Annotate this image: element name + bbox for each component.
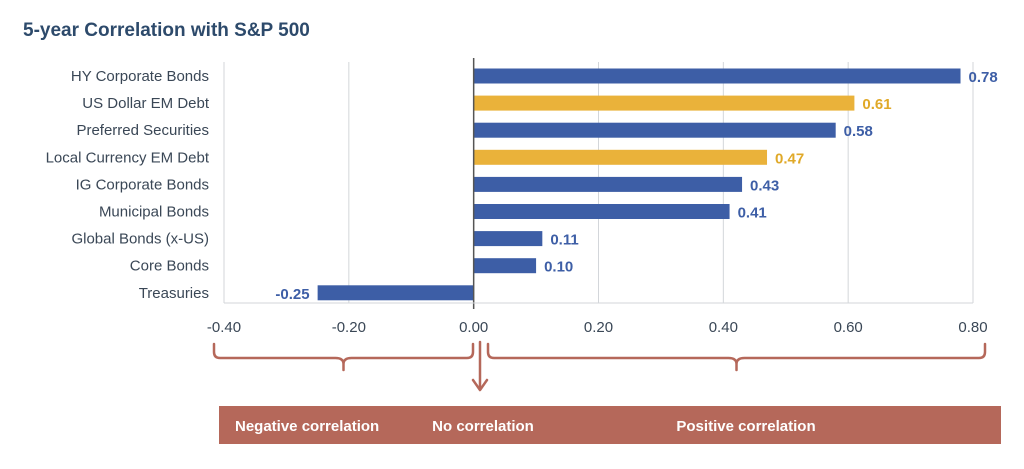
data-label: 0.41: [738, 205, 767, 222]
category-label: Core Bonds: [130, 258, 209, 275]
bar: [473, 176, 743, 192]
data-label: 0.43: [750, 177, 779, 194]
x-tick-label: -0.20: [332, 319, 366, 336]
category-label: HY Corporate Bonds: [71, 68, 209, 85]
x-tick-label: -0.40: [207, 319, 241, 336]
axes: [224, 58, 973, 309]
x-tick-label: 0.00: [459, 319, 488, 336]
positive-bracket: [486, 342, 987, 372]
positive-correlation-label: Positive correlation: [676, 418, 815, 435]
correlation-annotations: Negative correlation No correlation Positi…: [212, 340, 1001, 444]
negative-correlation-label: Negative correlation: [235, 418, 379, 435]
data-label: 0.58: [844, 123, 873, 140]
category-label: IG Corporate Bonds: [76, 176, 209, 193]
bar: [473, 95, 855, 111]
bar: [473, 204, 730, 219]
bar: [473, 149, 768, 165]
category-label: Global Bonds (x-US): [71, 231, 209, 248]
labels: -0.40 -0.20 0.00 0.20 0.40 0.60 0.80 HY Corpora…: [46, 68, 998, 336]
category-label: Local Currency EM Debt: [46, 149, 210, 166]
no-correlation-arrowhead: [471, 378, 489, 392]
negative-bracket: [212, 342, 475, 372]
chart-title: 5-year Correlation with S&P 500: [23, 20, 310, 41]
data-label: 0.47: [775, 150, 804, 167]
bar: [473, 258, 537, 274]
bars: [317, 68, 961, 301]
category-label: Municipal Bonds: [99, 204, 209, 221]
data-label: 0.10: [544, 259, 573, 276]
data-label: 0.11: [550, 232, 578, 249]
data-label: 0.78: [969, 69, 998, 86]
bar: [473, 231, 543, 247]
bar: [473, 122, 836, 138]
x-tick-label: 0.60: [834, 319, 863, 336]
no-correlation-label: No correlation: [432, 418, 534, 435]
data-label: -0.25: [275, 286, 309, 303]
category-label: US Dollar EM Debt: [82, 95, 210, 112]
x-tick-label: 0.40: [709, 319, 738, 336]
correlation-band: [219, 406, 1001, 444]
category-label: Treasuries: [139, 285, 209, 302]
category-label: Preferred Securities: [76, 122, 209, 139]
bar: [473, 68, 961, 84]
x-tick-label: 0.80: [958, 319, 987, 336]
data-label: 0.61: [862, 96, 891, 113]
bar: [317, 285, 474, 301]
x-tick-label: 0.20: [584, 319, 613, 336]
